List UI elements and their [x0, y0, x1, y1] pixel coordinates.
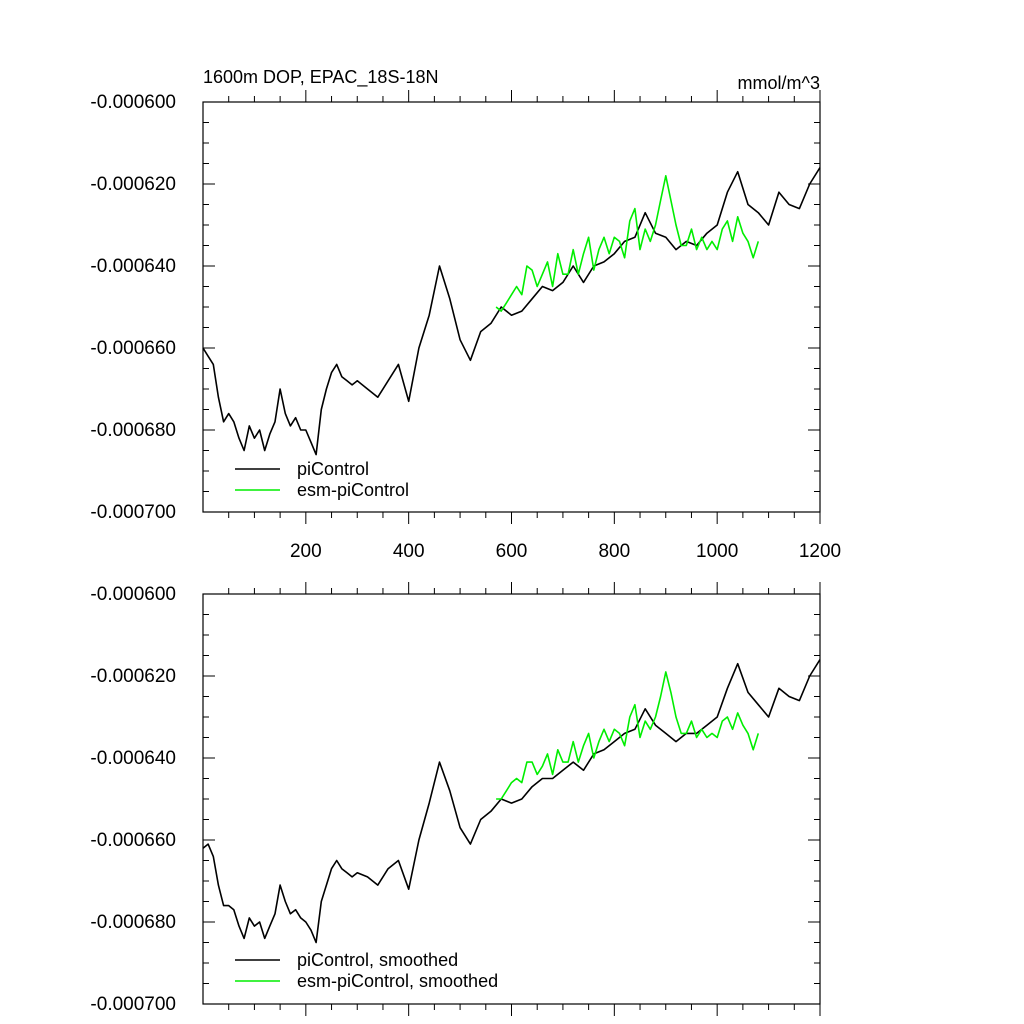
- x-tick-label: 600: [496, 541, 528, 562]
- bottom-panel: -0.000600 -0.000620 -0.000640 -0.000660 -0.0…: [90, 582, 821, 1016]
- y-tick-label: -0.000620: [90, 174, 176, 195]
- y-tick-label: -0.000600: [90, 584, 176, 605]
- x-tick-label: 400: [393, 541, 425, 562]
- y-tick-label: -0.000680: [90, 912, 176, 933]
- x-tick-label: 800: [598, 541, 630, 562]
- x-tick-labels: 200 400 600 800 1000 1200: [290, 541, 841, 562]
- y-tick-label: -0.000660: [90, 830, 176, 851]
- y-tick-label: -0.000600: [90, 92, 176, 113]
- y-tick-label: -0.000680: [90, 420, 176, 441]
- legend-label-picontrol-smoothed: piControl, smoothed: [297, 950, 458, 970]
- legend-label-esm-picontrol: esm-piControl: [297, 480, 409, 500]
- y-tick-label: -0.000660: [90, 338, 176, 359]
- series-line-picontrol-smoothed: [202, 659, 821, 944]
- x-tick-label: 1200: [799, 541, 841, 562]
- series-line-picontrol: [202, 167, 821, 456]
- y-tick-labels: -0.000600 -0.000620 -0.000640 -0.000660 -0.0…: [90, 584, 176, 1015]
- plot-frame: [202, 101, 821, 513]
- x-tick-label: 200: [290, 541, 322, 562]
- y-tick-label: -0.000640: [90, 256, 176, 277]
- legend: piControl esm-piControl: [235, 459, 409, 500]
- legend: piControl, smoothed esm-piControl, smoot…: [235, 950, 498, 991]
- series-line-esm-picontrol-smoothed: [496, 671, 760, 800]
- y-tick-label: -0.000700: [90, 502, 176, 523]
- y-tick-label: -0.000620: [90, 666, 176, 687]
- y-tick-label: -0.000700: [90, 994, 176, 1015]
- units-label: mmol/m^3: [738, 73, 820, 93]
- chart-title: 1600m DOP, EPAC_18S-18N: [203, 67, 438, 88]
- legend-label-esm-picontrol-smoothed: esm-piControl, smoothed: [297, 971, 498, 991]
- y-tick-label: -0.000640: [90, 748, 176, 769]
- series-line-esm-picontrol: [495, 175, 760, 312]
- series-lines: [202, 167, 821, 456]
- series-lines: [202, 659, 821, 944]
- x-tick-label: 1000: [696, 541, 738, 562]
- plot-frame: [202, 593, 821, 1005]
- legend-label-picontrol: piControl: [297, 459, 369, 479]
- y-tick-labels: -0.000600 -0.000620 -0.000640 -0.000660 -0.0…: [90, 92, 176, 523]
- top-panel: 1600m DOP, EPAC_18S-18N mmol/m^3 -0.0006…: [90, 67, 841, 562]
